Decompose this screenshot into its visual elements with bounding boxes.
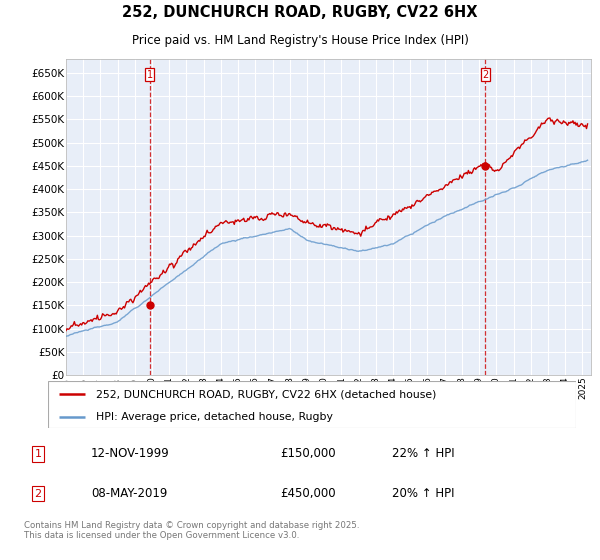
Text: £450,000: £450,000 xyxy=(281,487,337,500)
Text: Price paid vs. HM Land Registry's House Price Index (HPI): Price paid vs. HM Land Registry's House … xyxy=(131,34,469,47)
Text: 08-MAY-2019: 08-MAY-2019 xyxy=(91,487,167,500)
Text: HPI: Average price, detached house, Rugby: HPI: Average price, detached house, Rugb… xyxy=(95,412,332,422)
Text: 2: 2 xyxy=(482,70,488,80)
Text: 252, DUNCHURCH ROAD, RUGBY, CV22 6HX: 252, DUNCHURCH ROAD, RUGBY, CV22 6HX xyxy=(122,5,478,20)
FancyBboxPatch shape xyxy=(48,381,576,428)
Text: 1: 1 xyxy=(147,70,153,80)
Text: 22% ↑ HPI: 22% ↑ HPI xyxy=(392,447,455,460)
Text: Contains HM Land Registry data © Crown copyright and database right 2025.
This d: Contains HM Land Registry data © Crown c… xyxy=(24,521,359,540)
Text: 20% ↑ HPI: 20% ↑ HPI xyxy=(392,487,455,500)
Text: 2: 2 xyxy=(34,489,41,499)
Text: 12-NOV-1999: 12-NOV-1999 xyxy=(91,447,170,460)
Text: 1: 1 xyxy=(34,449,41,459)
Text: 252, DUNCHURCH ROAD, RUGBY, CV22 6HX (detached house): 252, DUNCHURCH ROAD, RUGBY, CV22 6HX (de… xyxy=(95,389,436,399)
Text: £150,000: £150,000 xyxy=(281,447,337,460)
